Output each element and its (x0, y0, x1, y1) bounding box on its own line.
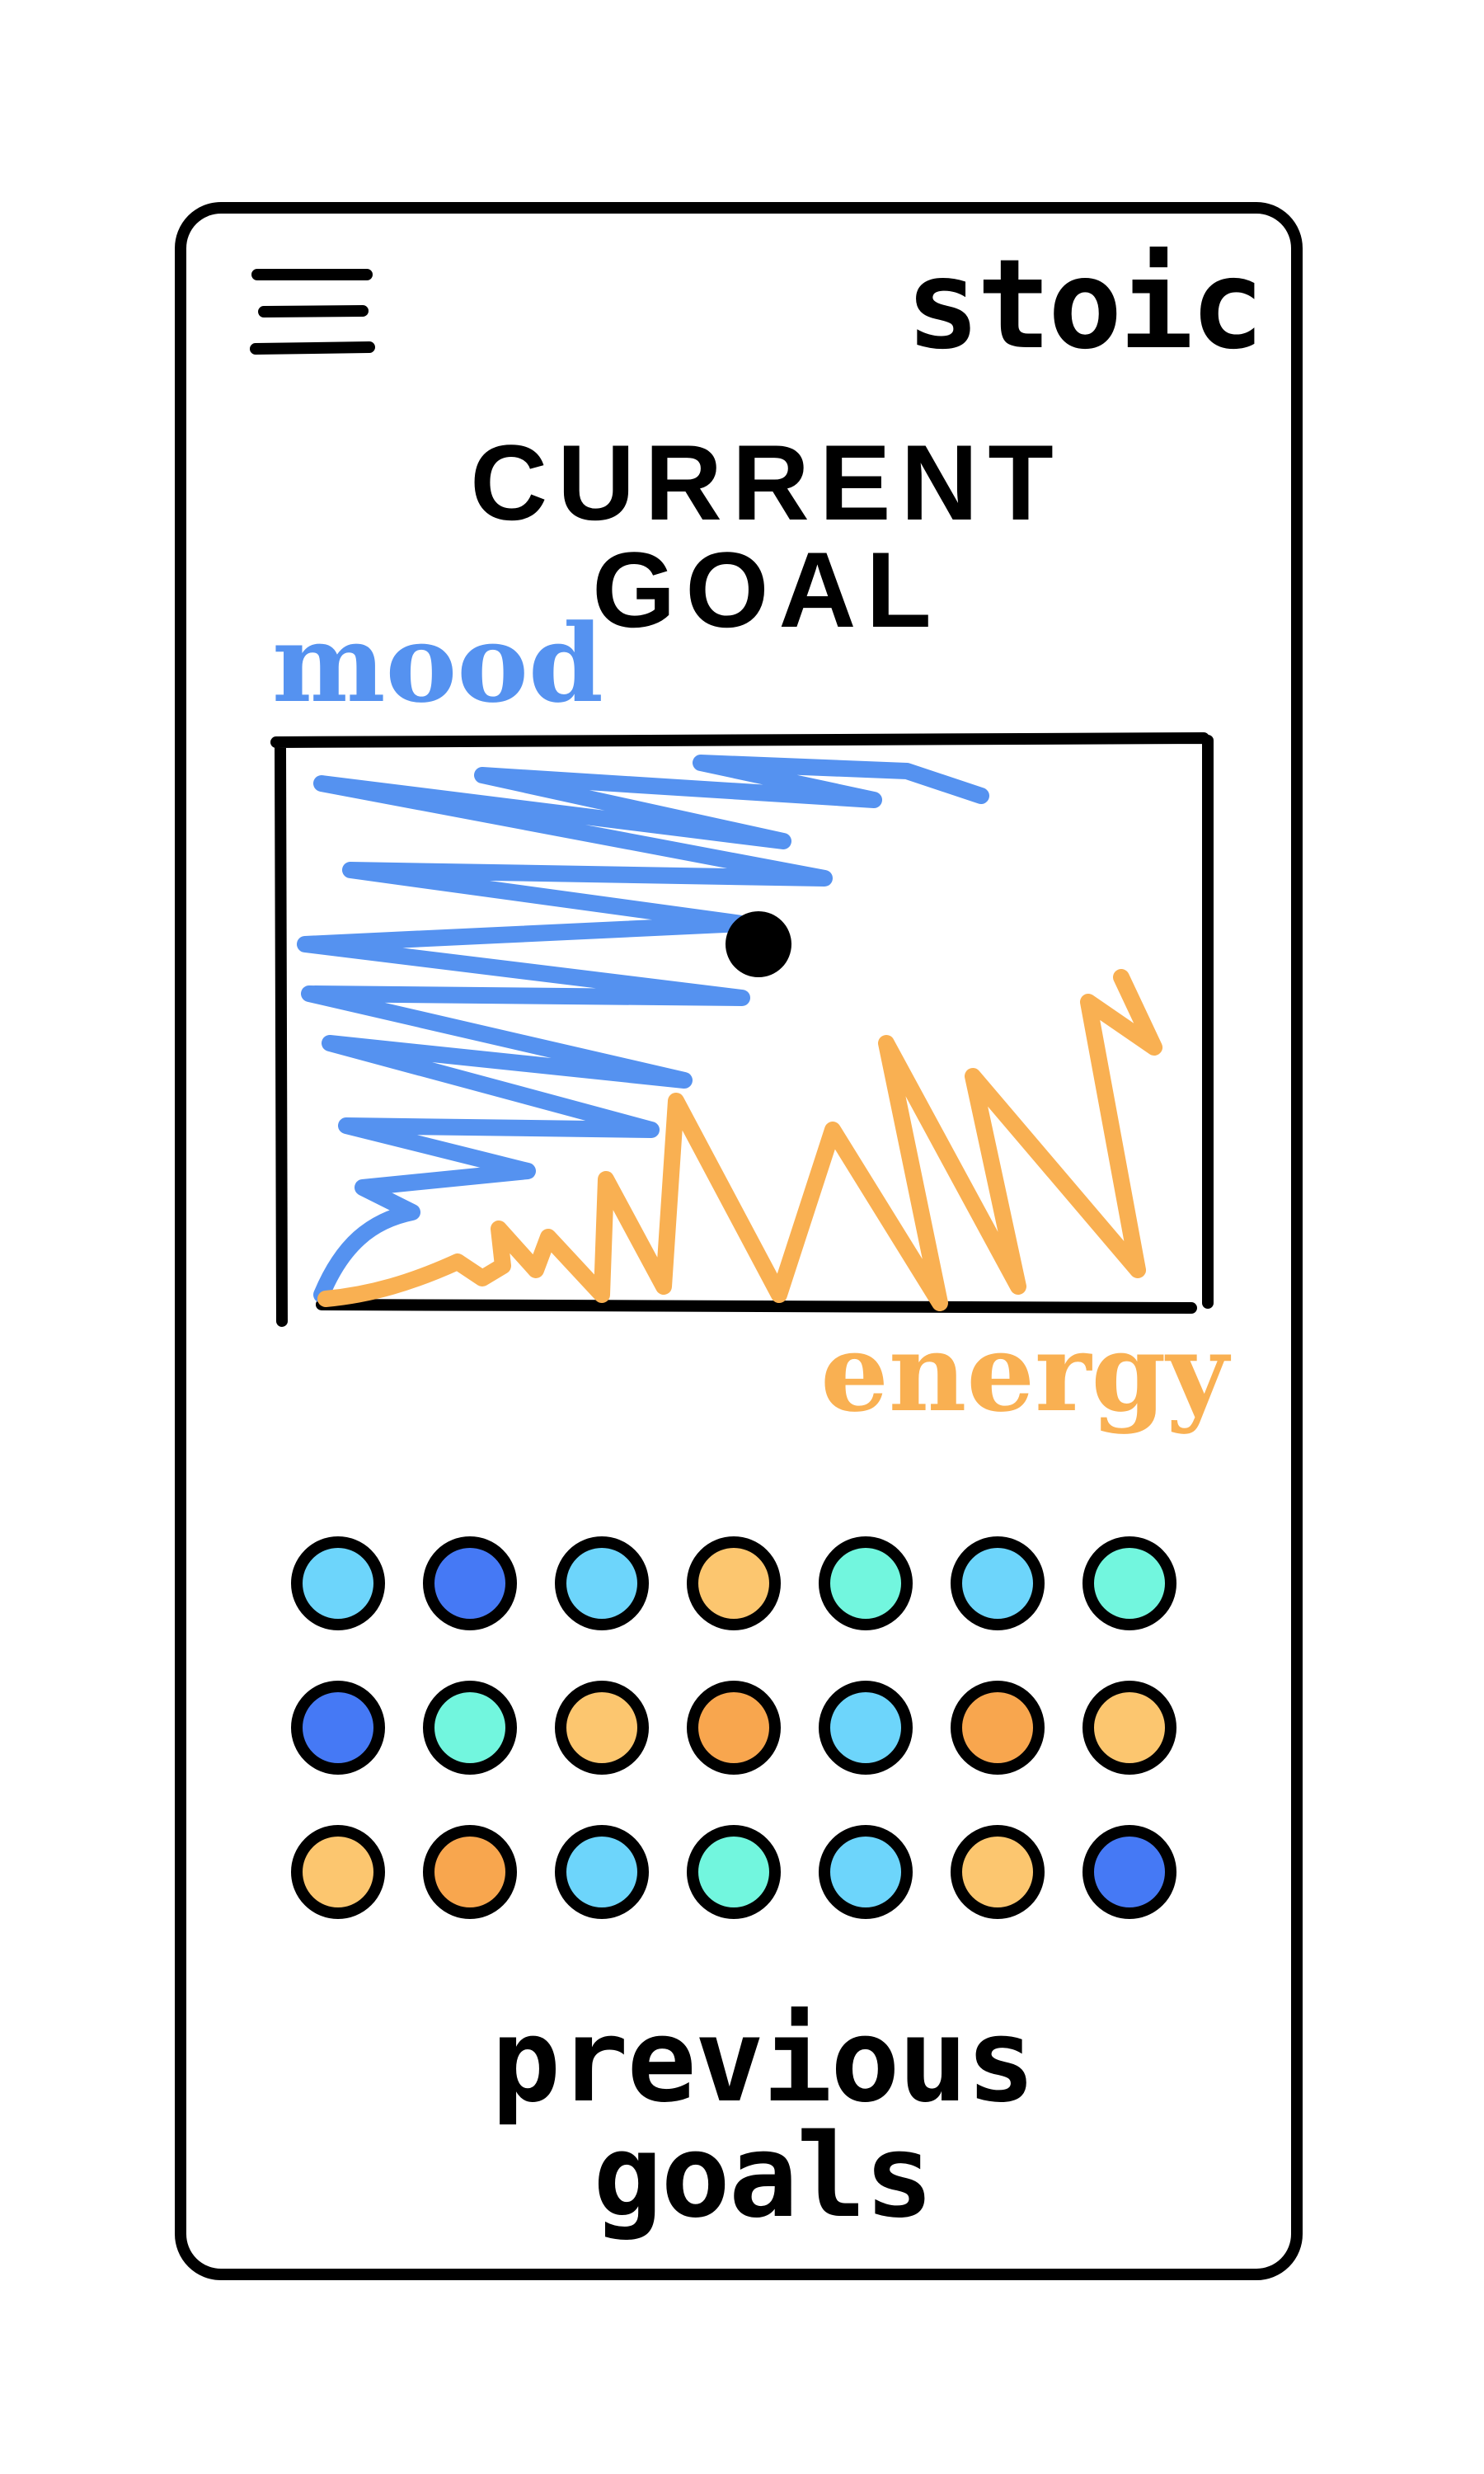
goal-dot[interactable] (291, 1681, 385, 1775)
goal-dot[interactable] (291, 1536, 385, 1630)
goal-dot[interactable] (951, 1536, 1045, 1630)
goal-dot[interactable] (1082, 1825, 1176, 1919)
goal-dot[interactable] (819, 1536, 913, 1630)
brand-title: stoic (905, 233, 1265, 377)
goal-dot[interactable] (555, 1681, 649, 1775)
page-title: CURRENT GOAL (470, 422, 1064, 650)
goal-dot[interactable] (951, 1825, 1045, 1919)
chart-frame (270, 732, 1214, 1327)
energy-axis-label: energy (820, 1310, 1228, 1436)
goal-dot[interactable] (291, 1825, 385, 1919)
goal-dot[interactable] (819, 1681, 913, 1775)
goal-dot[interactable] (423, 1681, 517, 1775)
goal-dot[interactable] (687, 1536, 781, 1630)
hamburger-menu-icon[interactable] (247, 260, 375, 367)
goal-dot[interactable] (951, 1681, 1045, 1775)
goal-dot[interactable] (687, 1825, 781, 1919)
goal-dot[interactable] (423, 1825, 517, 1919)
mood-energy-chart[interactable] (264, 726, 1237, 1336)
mood-axis-label: mood (272, 600, 603, 727)
goal-history-grid (280, 1530, 1220, 1959)
energy-scribble (317, 969, 1162, 1311)
mood-scribble (297, 755, 989, 1303)
previous-goals-link[interactable]: previous goals (491, 1994, 1036, 2244)
goal-dot[interactable] (555, 1536, 649, 1630)
goal-dot[interactable] (819, 1825, 913, 1919)
goal-dot[interactable] (1082, 1536, 1176, 1630)
goal-dot[interactable] (555, 1825, 649, 1919)
goal-dot[interactable] (687, 1681, 781, 1775)
goal-dot[interactable] (1082, 1681, 1176, 1775)
goal-dot[interactable] (423, 1536, 517, 1630)
current-goal-marker (726, 911, 791, 977)
